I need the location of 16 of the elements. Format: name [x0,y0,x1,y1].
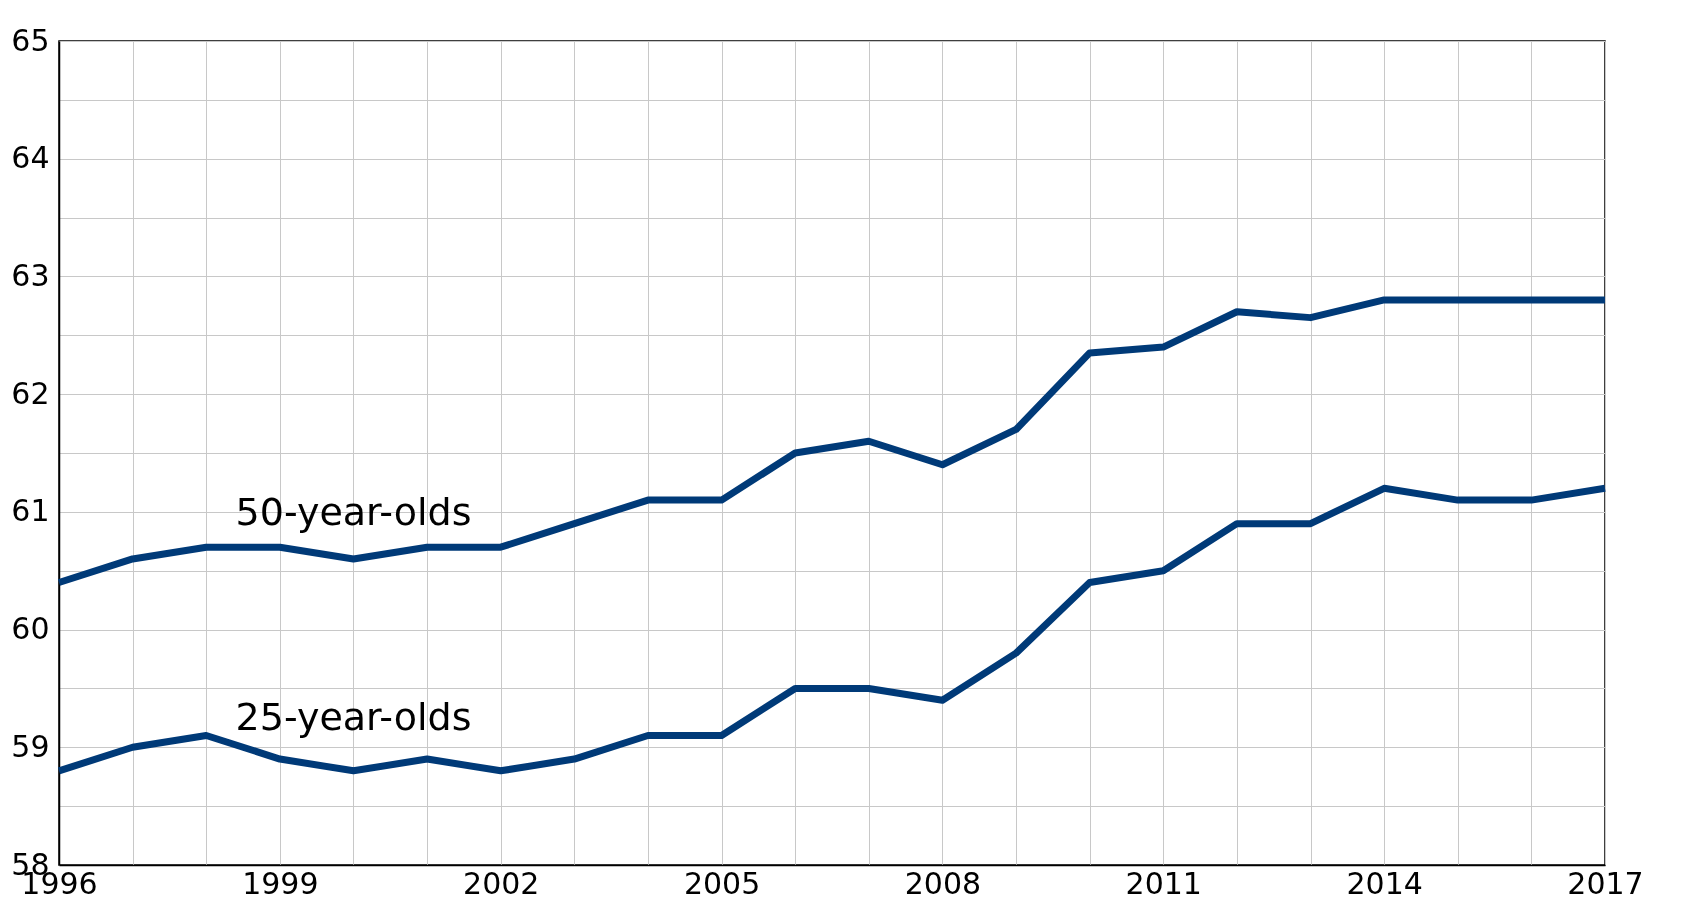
y-tick-label: 63 [11,257,50,293]
x-tick-label: 2002 [463,865,540,901]
x-tick-label: 2011 [1125,865,1202,901]
y-tick-label: 59 [11,728,50,764]
y-tick-label: 61 [11,493,50,529]
series-label: 50-year-olds [235,489,472,534]
y-tick-label: 65 [11,22,50,58]
y-tick-label: 62 [11,375,50,411]
y-tick-label: 64 [11,140,50,176]
x-tick-label: 2008 [904,865,982,901]
series-label: 25-year-olds [235,694,472,739]
y-tick-label: 60 [11,611,50,647]
x-tick-label: 2017 [1567,865,1644,901]
x-tick-label: 2014 [1346,865,1423,901]
x-tick-label: 1999 [242,865,319,901]
x-tick-label: 2005 [683,865,761,901]
